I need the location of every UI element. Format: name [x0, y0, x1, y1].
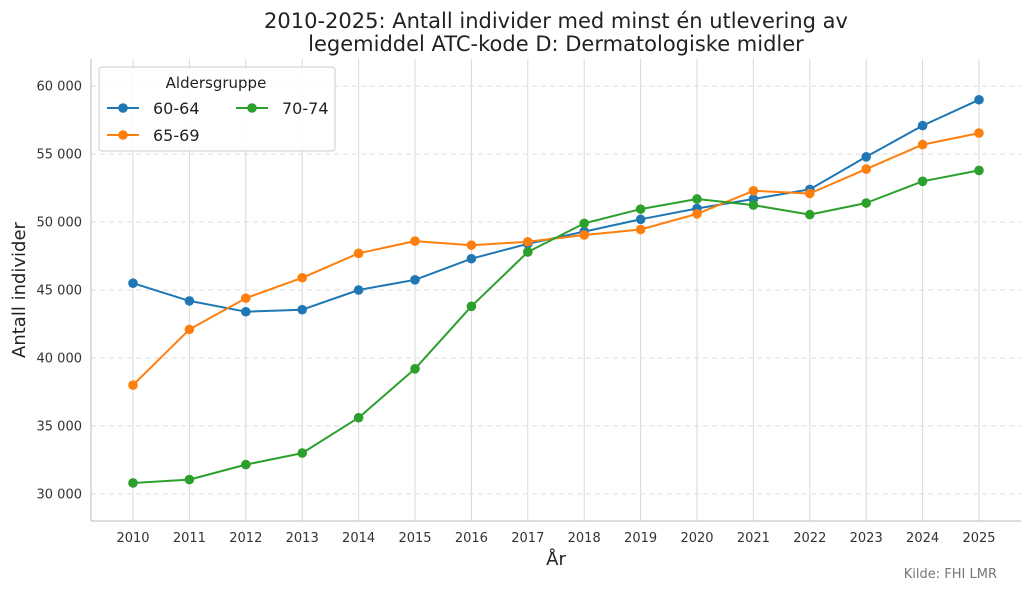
- x-tick-label: 2015: [398, 531, 431, 546]
- data-point: [353, 248, 364, 259]
- data-point: [466, 301, 477, 312]
- data-point: [241, 459, 251, 470]
- legend-items: 60-64 65-69 70-74: [107, 99, 329, 145]
- data-point: [692, 209, 702, 219]
- legend-marker: [247, 103, 257, 113]
- data-point: [635, 214, 646, 225]
- data-point: [523, 236, 533, 247]
- data-point: [861, 198, 871, 208]
- x-tick-label: 2014: [342, 531, 375, 546]
- data-point: [128, 380, 138, 390]
- legend-item-70-74: 70-74: [236, 99, 329, 118]
- data-point: [410, 364, 420, 374]
- data-point: [523, 247, 533, 257]
- legend: Aldersgruppe 60-64 65-69 70-74: [98, 66, 336, 152]
- legend-label: 70-74: [282, 99, 329, 118]
- data-point: [410, 236, 420, 246]
- data-point: [805, 209, 815, 220]
- chart-title-line1: 2010-2025: Antall individer med minst én…: [264, 9, 848, 33]
- data-point: [917, 176, 928, 187]
- series-line: [132, 132, 980, 386]
- series-line: [132, 169, 980, 484]
- data-point: [579, 218, 589, 229]
- y-axis-label: Antall individer: [9, 221, 30, 358]
- y-tick-label: 45 000: [37, 284, 83, 299]
- chart-title-line2: legemiddel ATC-kode D: Dermatologiske mi…: [308, 32, 804, 56]
- data-point: [128, 278, 138, 289]
- data-point: [974, 94, 984, 105]
- data-point: [353, 412, 364, 423]
- x-tick-label: 2025: [962, 531, 995, 546]
- data-point: [748, 200, 759, 210]
- x-tick-label: 2010: [116, 531, 149, 546]
- data-point: [579, 230, 589, 240]
- data-point: [917, 120, 928, 131]
- x-tick-label: 2022: [793, 531, 826, 546]
- y-tick-label: 35 000: [37, 419, 83, 434]
- data-point: [466, 240, 477, 250]
- series: [128, 94, 984, 488]
- axis-spines: [90, 59, 1021, 522]
- x-tick-label: 2013: [286, 531, 319, 546]
- data-point: [861, 152, 871, 162]
- y-tick-label: 60 000: [37, 80, 83, 95]
- x-tick-label: 2023: [850, 531, 883, 546]
- y-tick-label: 30 000: [37, 487, 83, 502]
- x-tick-label: 2017: [511, 531, 544, 546]
- x-tick-label: 2016: [455, 531, 488, 546]
- series-65-69: [128, 128, 984, 390]
- data-point: [241, 293, 251, 303]
- data-point: [635, 224, 646, 235]
- data-point: [410, 275, 420, 285]
- source-note: Kilde: FHI LMR: [904, 567, 997, 582]
- data-point: [297, 304, 308, 315]
- x-tick-label: 2012: [229, 531, 262, 546]
- x-tick-label: 2020: [680, 531, 713, 546]
- x-axis-label: År: [546, 548, 566, 570]
- legend-label: 60-64: [153, 99, 200, 118]
- data-point: [466, 253, 477, 264]
- legend-box: [98, 66, 336, 152]
- data-point: [297, 272, 308, 283]
- series-70-74: [128, 165, 984, 488]
- legend-marker: [118, 103, 128, 113]
- data-point: [297, 448, 308, 458]
- data-point: [184, 324, 195, 335]
- x-tick-label: 2019: [624, 531, 657, 546]
- legend-label: 65-69: [153, 126, 200, 145]
- y-tick-label: 55 000: [37, 148, 83, 163]
- y-tick-label: 50 000: [37, 216, 83, 231]
- data-point: [805, 188, 815, 199]
- data-point: [128, 478, 138, 488]
- data-point: [353, 285, 364, 295]
- data-point: [184, 296, 195, 306]
- legend-item-65-69: 65-69: [107, 126, 200, 145]
- legend-marker: [118, 130, 128, 140]
- legend-item-60-64: 60-64: [107, 99, 200, 118]
- data-point: [748, 186, 759, 196]
- y-tick-label: 40 000: [37, 351, 83, 366]
- x-tick-label: 2011: [173, 531, 206, 546]
- data-point: [692, 194, 702, 204]
- x-tick-label: 2021: [737, 531, 770, 546]
- tick-labels: 2010 2011 2012 2013 2014 2015 2016 2017 2018 2019…: [37, 80, 996, 546]
- data-point: [974, 165, 984, 176]
- data-point: [241, 306, 251, 317]
- x-tick-label: 2024: [906, 531, 939, 546]
- data-point: [861, 164, 871, 174]
- x-tick-label: 2018: [568, 531, 601, 546]
- data-point: [974, 128, 984, 138]
- legend-title: Aldersgruppe: [166, 74, 267, 92]
- data-point: [917, 139, 928, 150]
- data-point: [184, 474, 195, 485]
- data-point: [635, 204, 646, 214]
